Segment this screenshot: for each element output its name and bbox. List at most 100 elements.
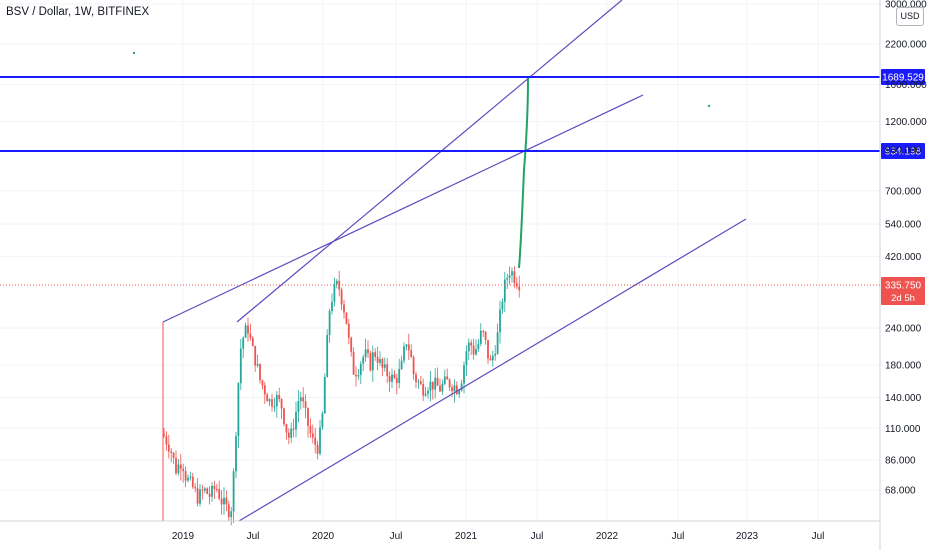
candle-body bbox=[489, 358, 492, 361]
candle-body bbox=[309, 425, 312, 434]
candle-body bbox=[311, 433, 314, 438]
candle-body bbox=[220, 498, 223, 505]
candle-body bbox=[328, 311, 331, 335]
candle-body bbox=[177, 464, 180, 474]
candle-body bbox=[479, 330, 482, 344]
candle-body bbox=[249, 333, 252, 338]
candle-body bbox=[494, 353, 497, 356]
candle-body bbox=[208, 493, 211, 497]
price-tick-label: 86.000 bbox=[885, 455, 916, 466]
price-tick-label: 140.000 bbox=[885, 393, 922, 404]
candle-body bbox=[321, 413, 324, 428]
candle-body bbox=[261, 380, 264, 386]
candle-body bbox=[218, 489, 221, 499]
candle-body bbox=[266, 394, 269, 402]
candle-body bbox=[285, 424, 288, 433]
currency-badge[interactable]: USD bbox=[896, 7, 924, 26]
trendline-drawings bbox=[162, 0, 747, 522]
candle-body bbox=[235, 436, 237, 472]
candle-body bbox=[352, 351, 355, 375]
candle-body bbox=[441, 383, 444, 392]
candle-body bbox=[271, 399, 273, 407]
candle-body bbox=[280, 399, 283, 409]
candle-body bbox=[290, 428, 293, 438]
time-tick-label: Jul bbox=[247, 531, 260, 542]
candle-body bbox=[340, 289, 343, 305]
candle-body bbox=[367, 349, 369, 354]
candle-body bbox=[470, 342, 473, 346]
candle-body bbox=[203, 488, 206, 491]
time-tick-label: Jul bbox=[390, 531, 403, 542]
time-tick-label: Jul bbox=[672, 531, 685, 542]
candle-body bbox=[316, 444, 319, 454]
price-tick-label: 960.000 bbox=[885, 146, 922, 157]
candle-body bbox=[386, 364, 389, 377]
price-tick-label: 700.000 bbox=[885, 186, 922, 197]
price-axis-ticks: 3000.000 2200.000 1600.000 1200.000 960.000 7… bbox=[885, 0, 927, 497]
candle-body bbox=[453, 385, 456, 392]
candle-body bbox=[201, 489, 204, 491]
candle-body bbox=[376, 357, 379, 363]
candle-body bbox=[412, 357, 415, 375]
level-price-label: 954.198 bbox=[885, 147, 922, 158]
candle-body bbox=[508, 275, 511, 278]
candle-body bbox=[417, 381, 420, 383]
candle-body bbox=[239, 348, 242, 384]
candle-body bbox=[364, 349, 367, 358]
candle-body bbox=[448, 379, 451, 388]
candle-body bbox=[410, 350, 413, 358]
candle-body bbox=[189, 476, 192, 478]
candle-body bbox=[506, 277, 509, 280]
candle-body bbox=[429, 381, 432, 391]
candle-body bbox=[225, 497, 228, 505]
candle-body bbox=[463, 365, 465, 384]
chart-title: BSV / Dollar, 1W, BITFINEX bbox=[6, 6, 150, 18]
time-tick-label: 2021 bbox=[455, 531, 478, 542]
candle-body bbox=[304, 401, 307, 409]
candle-body bbox=[314, 437, 317, 445]
candle-body bbox=[295, 411, 297, 430]
candle-body bbox=[184, 471, 187, 481]
candle-body bbox=[434, 377, 437, 390]
candle-body bbox=[215, 488, 218, 490]
candle-body bbox=[237, 383, 240, 437]
candle-body bbox=[182, 468, 185, 472]
candle-body bbox=[273, 406, 276, 408]
candle-body bbox=[422, 384, 425, 396]
price-tick-label: 420.000 bbox=[885, 252, 922, 263]
horizontal-levels[interactable]: 1689.529 954.198 bbox=[0, 69, 925, 159]
candle-body bbox=[379, 359, 381, 363]
candle-body bbox=[381, 359, 384, 368]
candle-body bbox=[170, 451, 173, 453]
candle-body bbox=[431, 381, 434, 390]
price-tick-label: 540.000 bbox=[885, 220, 922, 231]
candle-body bbox=[407, 344, 410, 351]
candle-body bbox=[391, 374, 393, 382]
candle-body bbox=[191, 476, 194, 488]
candle-body bbox=[230, 511, 233, 518]
drawing-anchor-dot bbox=[707, 104, 711, 108]
trendline bbox=[236, 0, 623, 323]
candle-body bbox=[331, 301, 333, 312]
candle-body bbox=[398, 369, 401, 384]
candle-body bbox=[436, 377, 439, 386]
candle-body bbox=[482, 330, 485, 332]
candle-body bbox=[172, 452, 175, 458]
price-tick-label: 180.000 bbox=[885, 361, 922, 372]
candle-body bbox=[383, 364, 386, 368]
candle-body bbox=[345, 312, 348, 324]
projection-line bbox=[518, 77, 529, 269]
candle-body bbox=[343, 304, 345, 313]
candle-body bbox=[347, 323, 350, 338]
candle-body bbox=[460, 383, 463, 391]
time-axis-ticks: 2019 Jul 2020 Jul 2021 Jul 2022 Jul 2023 Jul bbox=[172, 531, 825, 542]
trendline bbox=[162, 94, 644, 323]
candle-body bbox=[484, 331, 487, 340]
candle-body bbox=[511, 271, 513, 276]
projection-path bbox=[518, 77, 529, 269]
candle-body bbox=[419, 381, 422, 385]
level-price-badge bbox=[881, 143, 925, 159]
candle-body bbox=[496, 332, 499, 354]
last-price-value: 335.750 bbox=[885, 281, 922, 292]
